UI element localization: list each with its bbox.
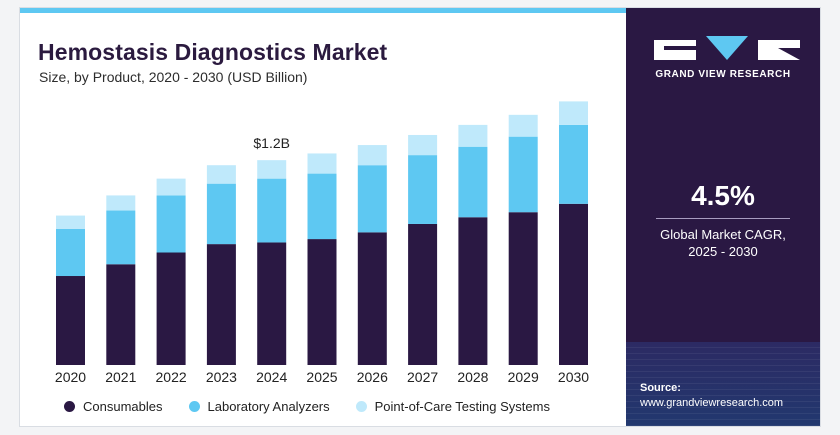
cagr-divider (656, 218, 790, 219)
source-url[interactable]: www.grandviewresearch.com (640, 397, 784, 409)
bar-point-of-care-2020 (56, 215, 85, 229)
legend-item-point-of-care: Point-of-Care Testing Systems (355, 399, 550, 414)
bar-consumables-2022 (156, 252, 186, 365)
cagr-label-line2: 2025 - 2030 (688, 244, 758, 259)
bar-laboratory-analyzers-2023 (206, 183, 236, 245)
bar-point-of-care-2030 (559, 101, 588, 125)
bar-laboratory-analyzers-2026 (357, 165, 387, 233)
bar-consumables-2021 (106, 264, 136, 365)
bar-laboratory-analyzers-2028 (458, 146, 488, 218)
bar-laboratory-analyzers-2021 (106, 210, 136, 265)
legend-item-consumables: Consumables (64, 399, 163, 414)
bar-consumables-2023 (206, 244, 236, 365)
chart-title: Hemostasis Diagnostics Market (38, 39, 388, 65)
x-tick-label-2029: 2029 (508, 369, 539, 385)
x-tick-label-2024: 2024 (256, 369, 287, 385)
bar-consumables-2026 (357, 232, 387, 365)
chart-panel: Hemostasis Diagnostics Market Size, by P… (20, 13, 626, 426)
bar-consumables-2027 (408, 223, 438, 365)
x-tick-label-2030: 2030 (558, 369, 589, 385)
accent-bar (20, 8, 626, 13)
logo-r-mark (758, 40, 800, 60)
x-tick-label-2020: 2020 (55, 369, 86, 385)
x-tick-label-2022: 2022 (156, 369, 187, 385)
bar-point-of-care-2026 (357, 145, 387, 166)
bar-laboratory-analyzers-2020 (56, 229, 85, 277)
bar-point-of-care-2025 (307, 153, 337, 174)
bar-consumables-2024 (257, 242, 287, 365)
x-tick-label-2021: 2021 (105, 369, 136, 385)
x-tick-label-2027: 2027 (407, 369, 438, 385)
bar-laboratory-analyzers-2029 (508, 136, 538, 213)
annotation-label-2024: $1.2B (253, 135, 290, 151)
legend-label-point-of-care: Point-of-Care Testing Systems (374, 399, 550, 414)
source-band (626, 342, 820, 426)
bar-consumables-2028 (458, 217, 488, 365)
bar-laboratory-analyzers-2022 (156, 195, 186, 253)
info-panel: GRAND VIEW RESEARCH 4.5% Global Market C… (626, 8, 820, 426)
cagr-label: Global Market CAGR, 2025 - 2030 (626, 226, 820, 260)
bar-chart: 2020 2021 2022 2023 2024 $1.2B 2025 2026 2027 202… (55, 101, 589, 385)
legend-dot-consumables (64, 401, 75, 412)
x-tick-label-2028: 2028 (457, 369, 488, 385)
source-note: Source: www.grandviewresearch.com (640, 381, 783, 411)
bar-consumables-2030 (559, 203, 588, 365)
bar-consumables-2020 (56, 276, 85, 365)
chart-card: Hemostasis Diagnostics Market Size, by P… (20, 8, 820, 426)
x-tick-label-2025: 2025 (306, 369, 337, 385)
legend-item-laboratory-analyzers: Laboratory Analyzers (188, 399, 330, 414)
x-tick-label-2023: 2023 (206, 369, 237, 385)
bar-consumables-2025 (307, 239, 337, 365)
bar-laboratory-analyzers-2027 (408, 155, 438, 224)
legend-dot-laboratory-analyzers (188, 401, 200, 412)
bar-point-of-care-2027 (408, 134, 438, 156)
grand-view-research-logo (654, 36, 800, 60)
logo-v-mark (706, 36, 748, 60)
chart-subtitle: Size, by Product, 2020 - 2030 (USD Billi… (39, 69, 308, 85)
legend: Consumables Laboratory Analyzers Point-o… (64, 399, 550, 414)
bar-laboratory-analyzers-2024 (257, 178, 287, 243)
bar-point-of-care-2028 (458, 124, 488, 147)
legend-dot-point-of-care (355, 401, 367, 412)
legend-label-laboratory-analyzers: Laboratory Analyzers (207, 399, 330, 414)
cagr-value: 4.5% (691, 180, 755, 211)
bar-point-of-care-2029 (508, 114, 538, 137)
bar-point-of-care-2021 (106, 195, 136, 211)
bar-point-of-care-2023 (206, 165, 236, 184)
x-tick-label-2026: 2026 (357, 369, 388, 385)
bar-consumables-2029 (508, 212, 538, 365)
bar-laboratory-analyzers-2025 (307, 173, 337, 240)
brand-name: GRAND VIEW RESEARCH (655, 69, 791, 80)
source-label: Source: (640, 382, 681, 394)
logo-g-mark (654, 40, 696, 60)
bar-point-of-care-2022 (156, 178, 186, 196)
cagr-label-line1: Global Market CAGR, (660, 227, 786, 242)
bar-laboratory-analyzers-2030 (559, 124, 588, 204)
bar-point-of-care-2024 (257, 160, 287, 179)
legend-label-consumables: Consumables (83, 399, 163, 414)
